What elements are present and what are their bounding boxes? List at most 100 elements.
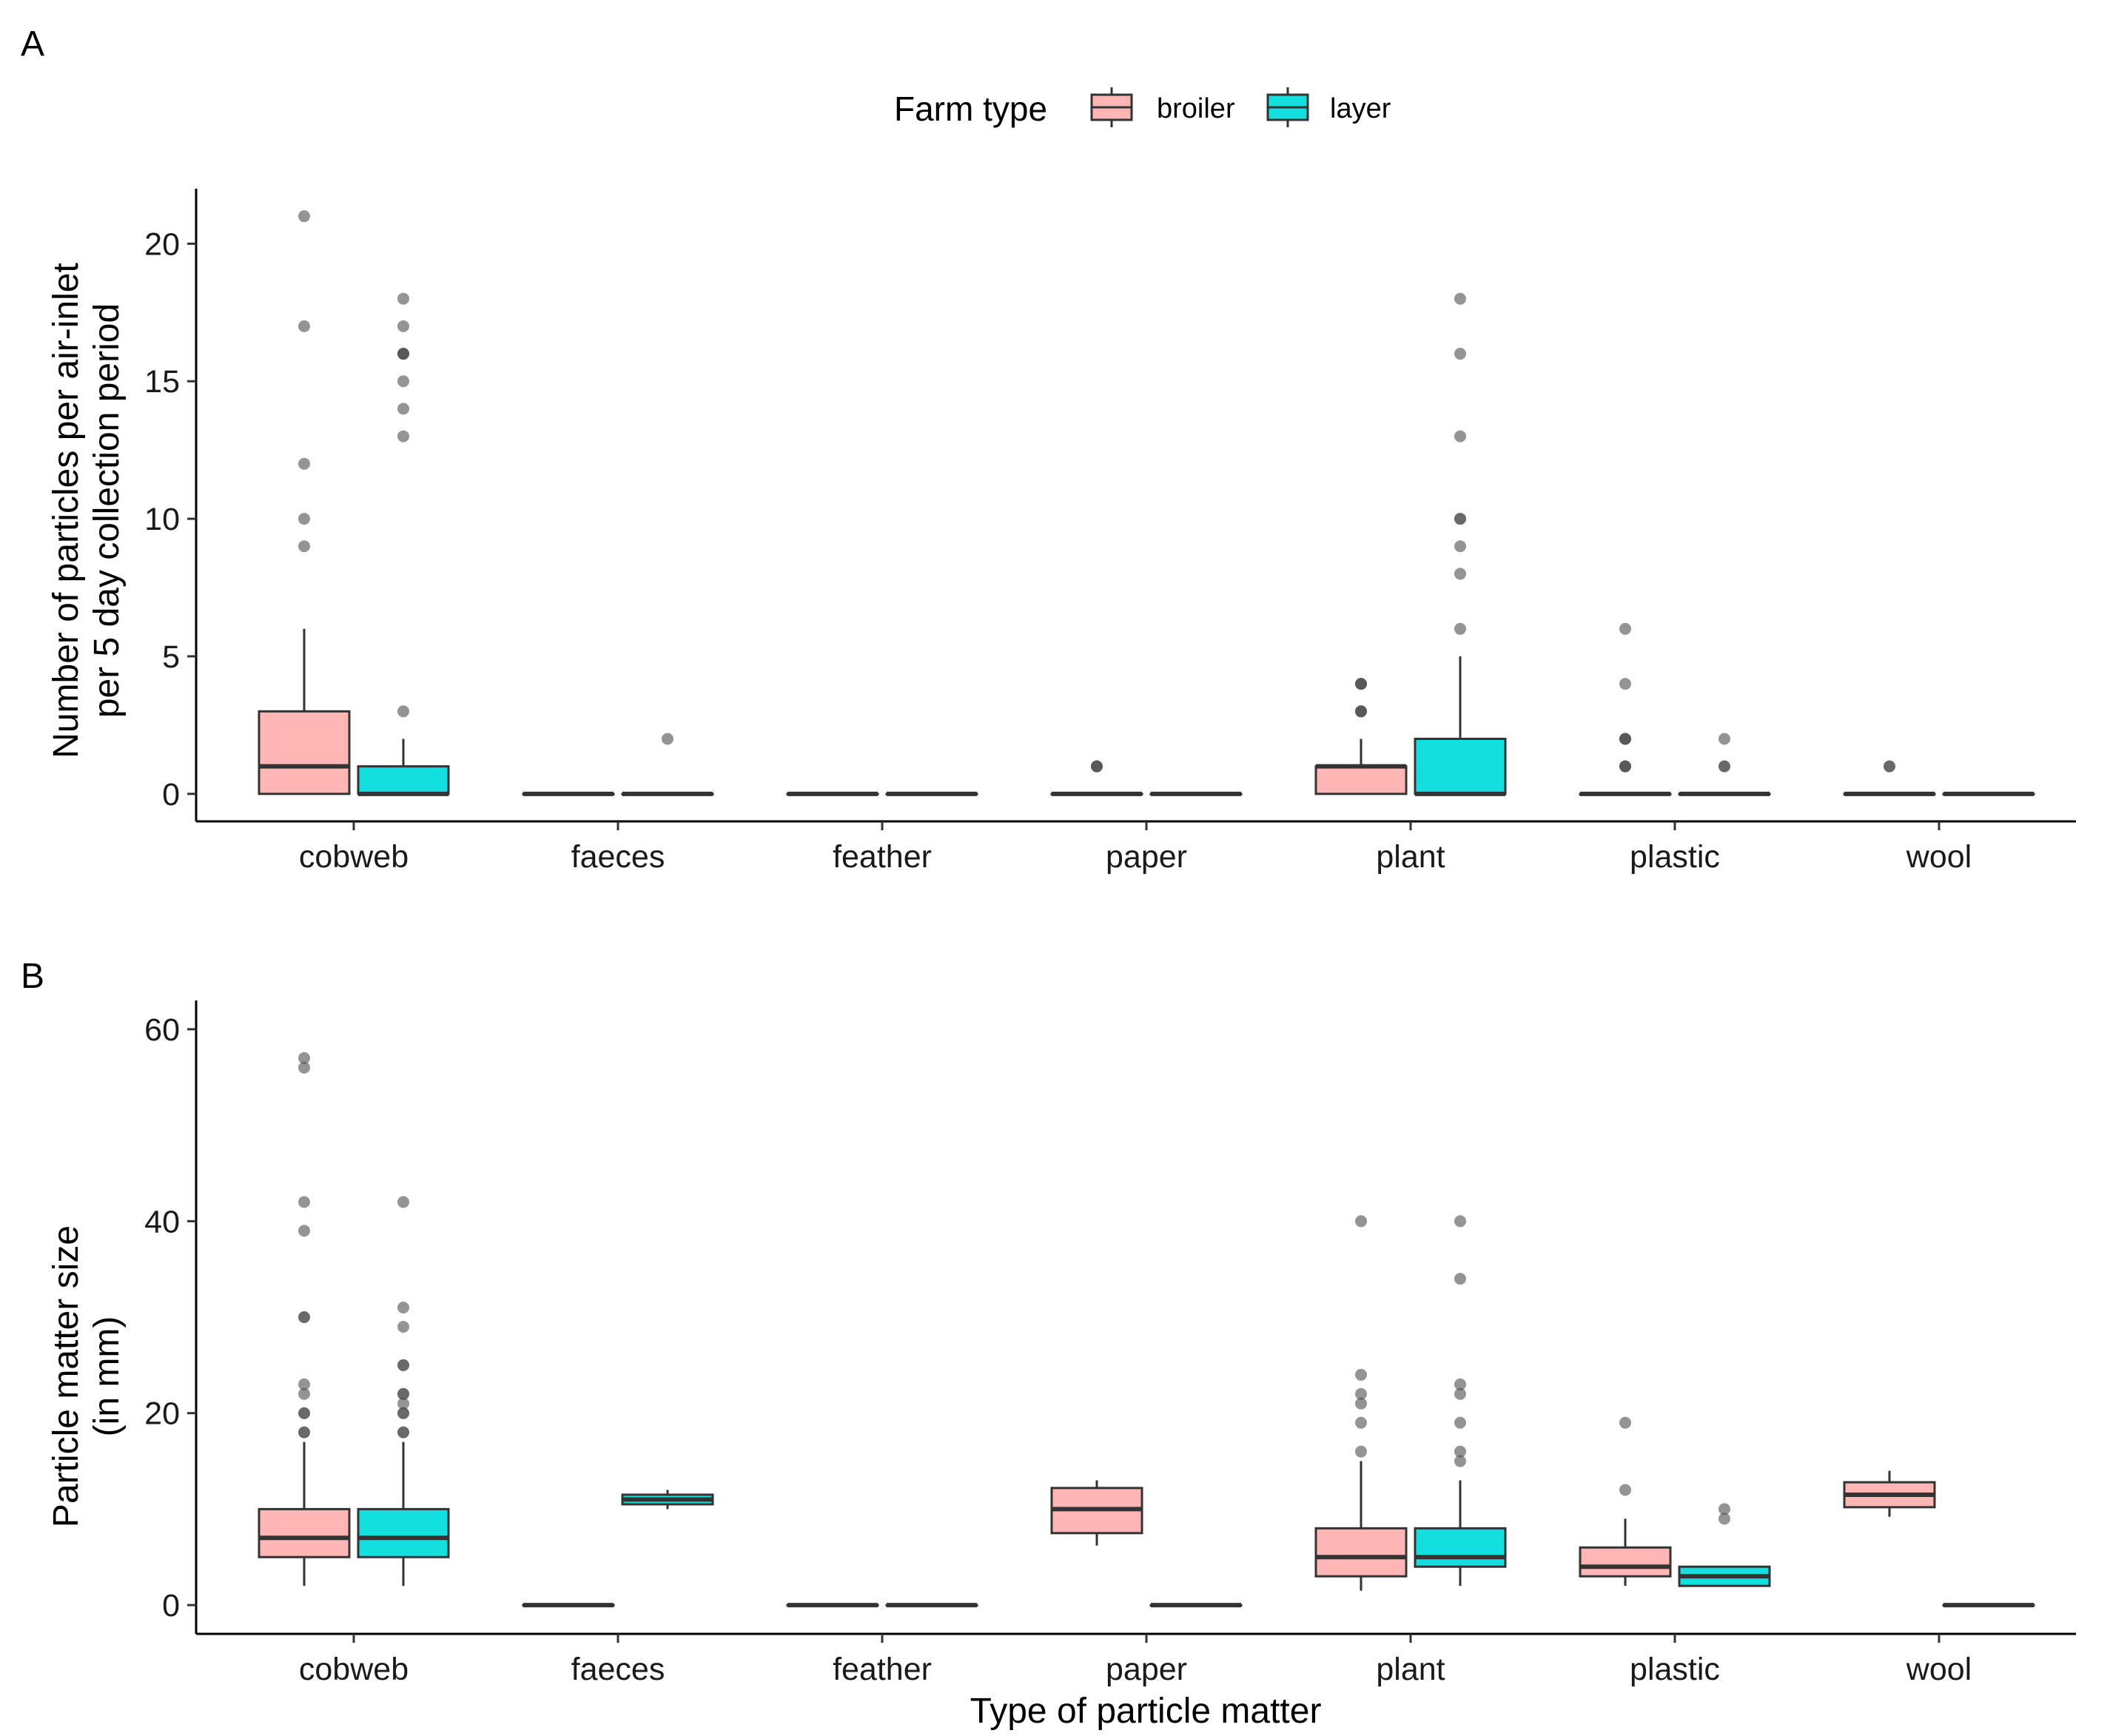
outlier-point	[1454, 1455, 1466, 1467]
outlier-point	[397, 320, 409, 332]
panel-b-box-layer-feather	[885, 1603, 978, 1608]
box-body	[258, 710, 351, 795]
outlier-point	[1718, 760, 1730, 773]
outlier-point	[1884, 760, 1895, 773]
outlier-point	[397, 705, 409, 718]
panel-a-box-broiler-paper	[1050, 760, 1143, 796]
panel-b-x-tick-label: paper	[1106, 1652, 1187, 1687]
outlier-point	[397, 1387, 409, 1400]
outlier-point	[1454, 1273, 1466, 1285]
panel-a-box-layer-wool	[1942, 791, 2035, 796]
outlier-point	[298, 210, 310, 223]
legend-label-layer: layer	[1330, 93, 1391, 124]
outlier-point	[298, 457, 310, 470]
box-body	[1414, 737, 1507, 795]
panel-b-x-tick-label: faeces	[571, 1652, 665, 1687]
panel-a-y-tick-label: 20	[144, 226, 180, 262]
panel-a-y-tick-label: 10	[144, 502, 180, 537]
panel-a-x-tick-label: cobweb	[299, 839, 409, 875]
outlier-point	[1454, 513, 1466, 525]
panel-b-box-layer-cobweb	[357, 1196, 450, 1587]
outlier-point	[1454, 1387, 1466, 1400]
box-body	[1314, 765, 1408, 795]
box-body	[1414, 1527, 1507, 1568]
outlier-point	[1454, 1416, 1466, 1429]
outlier-point	[298, 1052, 310, 1064]
panel-b-box-layer-faeces	[621, 1490, 714, 1510]
outlier-point	[298, 1061, 310, 1074]
panel-b-x-tick-label: wool	[1906, 1652, 1972, 1687]
panel-b: Particle matter size (in mm) 0 20 40 60 cobw…	[47, 1000, 2076, 1731]
panel-a-box-layer-paper	[1149, 791, 1243, 796]
panel-a-box-layer-feather	[885, 791, 978, 796]
panel-b-box-broiler-plant	[1314, 1215, 1408, 1591]
panel-a-box-layer-cobweb	[357, 292, 450, 796]
outlier-point	[1619, 678, 1631, 690]
outlier-point	[1355, 1368, 1367, 1381]
panel-a: Number of particles per air-inlet per 5 …	[47, 189, 2076, 875]
panel-b-box-broiler-plastic	[1579, 1416, 1672, 1587]
outlier-point	[298, 1407, 310, 1419]
outlier-point	[298, 513, 310, 525]
outlier-point	[662, 733, 673, 745]
box-body	[357, 1507, 450, 1558]
panel-b-y-tick-label: 20	[144, 1396, 180, 1432]
panel-b-box-broiler-feather	[786, 1603, 879, 1608]
outlier-point	[397, 1320, 409, 1333]
outlier-point	[397, 1407, 409, 1419]
outlier-point	[397, 1426, 409, 1439]
outlier-point	[397, 292, 409, 305]
panel-a-box-layer-plastic	[1678, 733, 1771, 796]
panel-a-box-layer-plant	[1414, 292, 1507, 796]
outlier-point	[298, 1311, 310, 1323]
outlier-point	[1355, 1215, 1367, 1228]
panel-a-box-broiler-feather	[786, 791, 879, 796]
legend-title: Farm type	[894, 90, 1047, 128]
outlier-point	[298, 1387, 310, 1400]
outlier-point	[1718, 1513, 1730, 1525]
panel-b-box-broiler-wool	[1843, 1470, 1936, 1517]
outlier-point	[1454, 540, 1466, 553]
outlier-point	[1355, 705, 1367, 718]
outlier-point	[1355, 1397, 1367, 1410]
panel-b-box-broiler-faeces	[522, 1603, 615, 1608]
panel-a-x-tick-label: feather	[833, 839, 932, 875]
panel-a-box-broiler-faeces	[522, 791, 615, 796]
outlier-point	[1619, 760, 1631, 773]
panel-b-x-tick-label: plastic	[1630, 1652, 1720, 1687]
panel-a-x-tick-label: faeces	[571, 839, 665, 875]
outlier-point	[397, 1397, 409, 1410]
panel-a-box-layer-faeces	[621, 733, 714, 796]
box-body	[1314, 1527, 1408, 1578]
panel-b-box-layer-wool	[1942, 1603, 2035, 1608]
legend-key-broiler	[1090, 87, 1133, 127]
legend: Farm type broiler layer	[894, 87, 1391, 128]
outlier-point	[1454, 292, 1466, 305]
outlier-point	[1718, 733, 1730, 745]
panel-a-x-tick-label: plastic	[1630, 839, 1720, 875]
outlier-point	[397, 375, 409, 388]
panel-b-x-tick-label: plant	[1376, 1652, 1445, 1687]
panel-b-box-broiler-cobweb	[258, 1052, 351, 1587]
outlier-point	[298, 1196, 310, 1208]
outlier-point	[397, 430, 409, 443]
outlier-point	[1619, 622, 1631, 635]
panel-a-box-broiler-wool	[1843, 760, 1936, 796]
panel-a-x-tick-label: wool	[1906, 839, 1972, 875]
outlier-point	[298, 1378, 310, 1390]
outlier-point	[298, 1225, 310, 1237]
panel-a-box-broiler-cobweb	[258, 210, 351, 795]
outlier-point	[1454, 348, 1466, 360]
panel-b-xlabel: Type of particle matter	[970, 1692, 1322, 1731]
outlier-point	[397, 1359, 409, 1371]
outlier-point	[1355, 1416, 1367, 1429]
outlier-point	[1619, 1416, 1631, 1429]
panel-b-x-tick-label: feather	[833, 1652, 932, 1687]
panel-a-ylabel-line-2: per 5 day collection period	[87, 303, 127, 718]
panel-b-plot-area: 0 20 40 60 cobweb faeces feather paper plant plas…	[144, 1000, 2076, 1687]
outlier-point	[1619, 733, 1631, 745]
panel-b-box-layer-plastic	[1678, 1503, 1771, 1587]
outlier-point	[1454, 568, 1466, 580]
panel-b-box-broiler-paper	[1050, 1480, 1143, 1546]
box-body	[357, 765, 450, 795]
